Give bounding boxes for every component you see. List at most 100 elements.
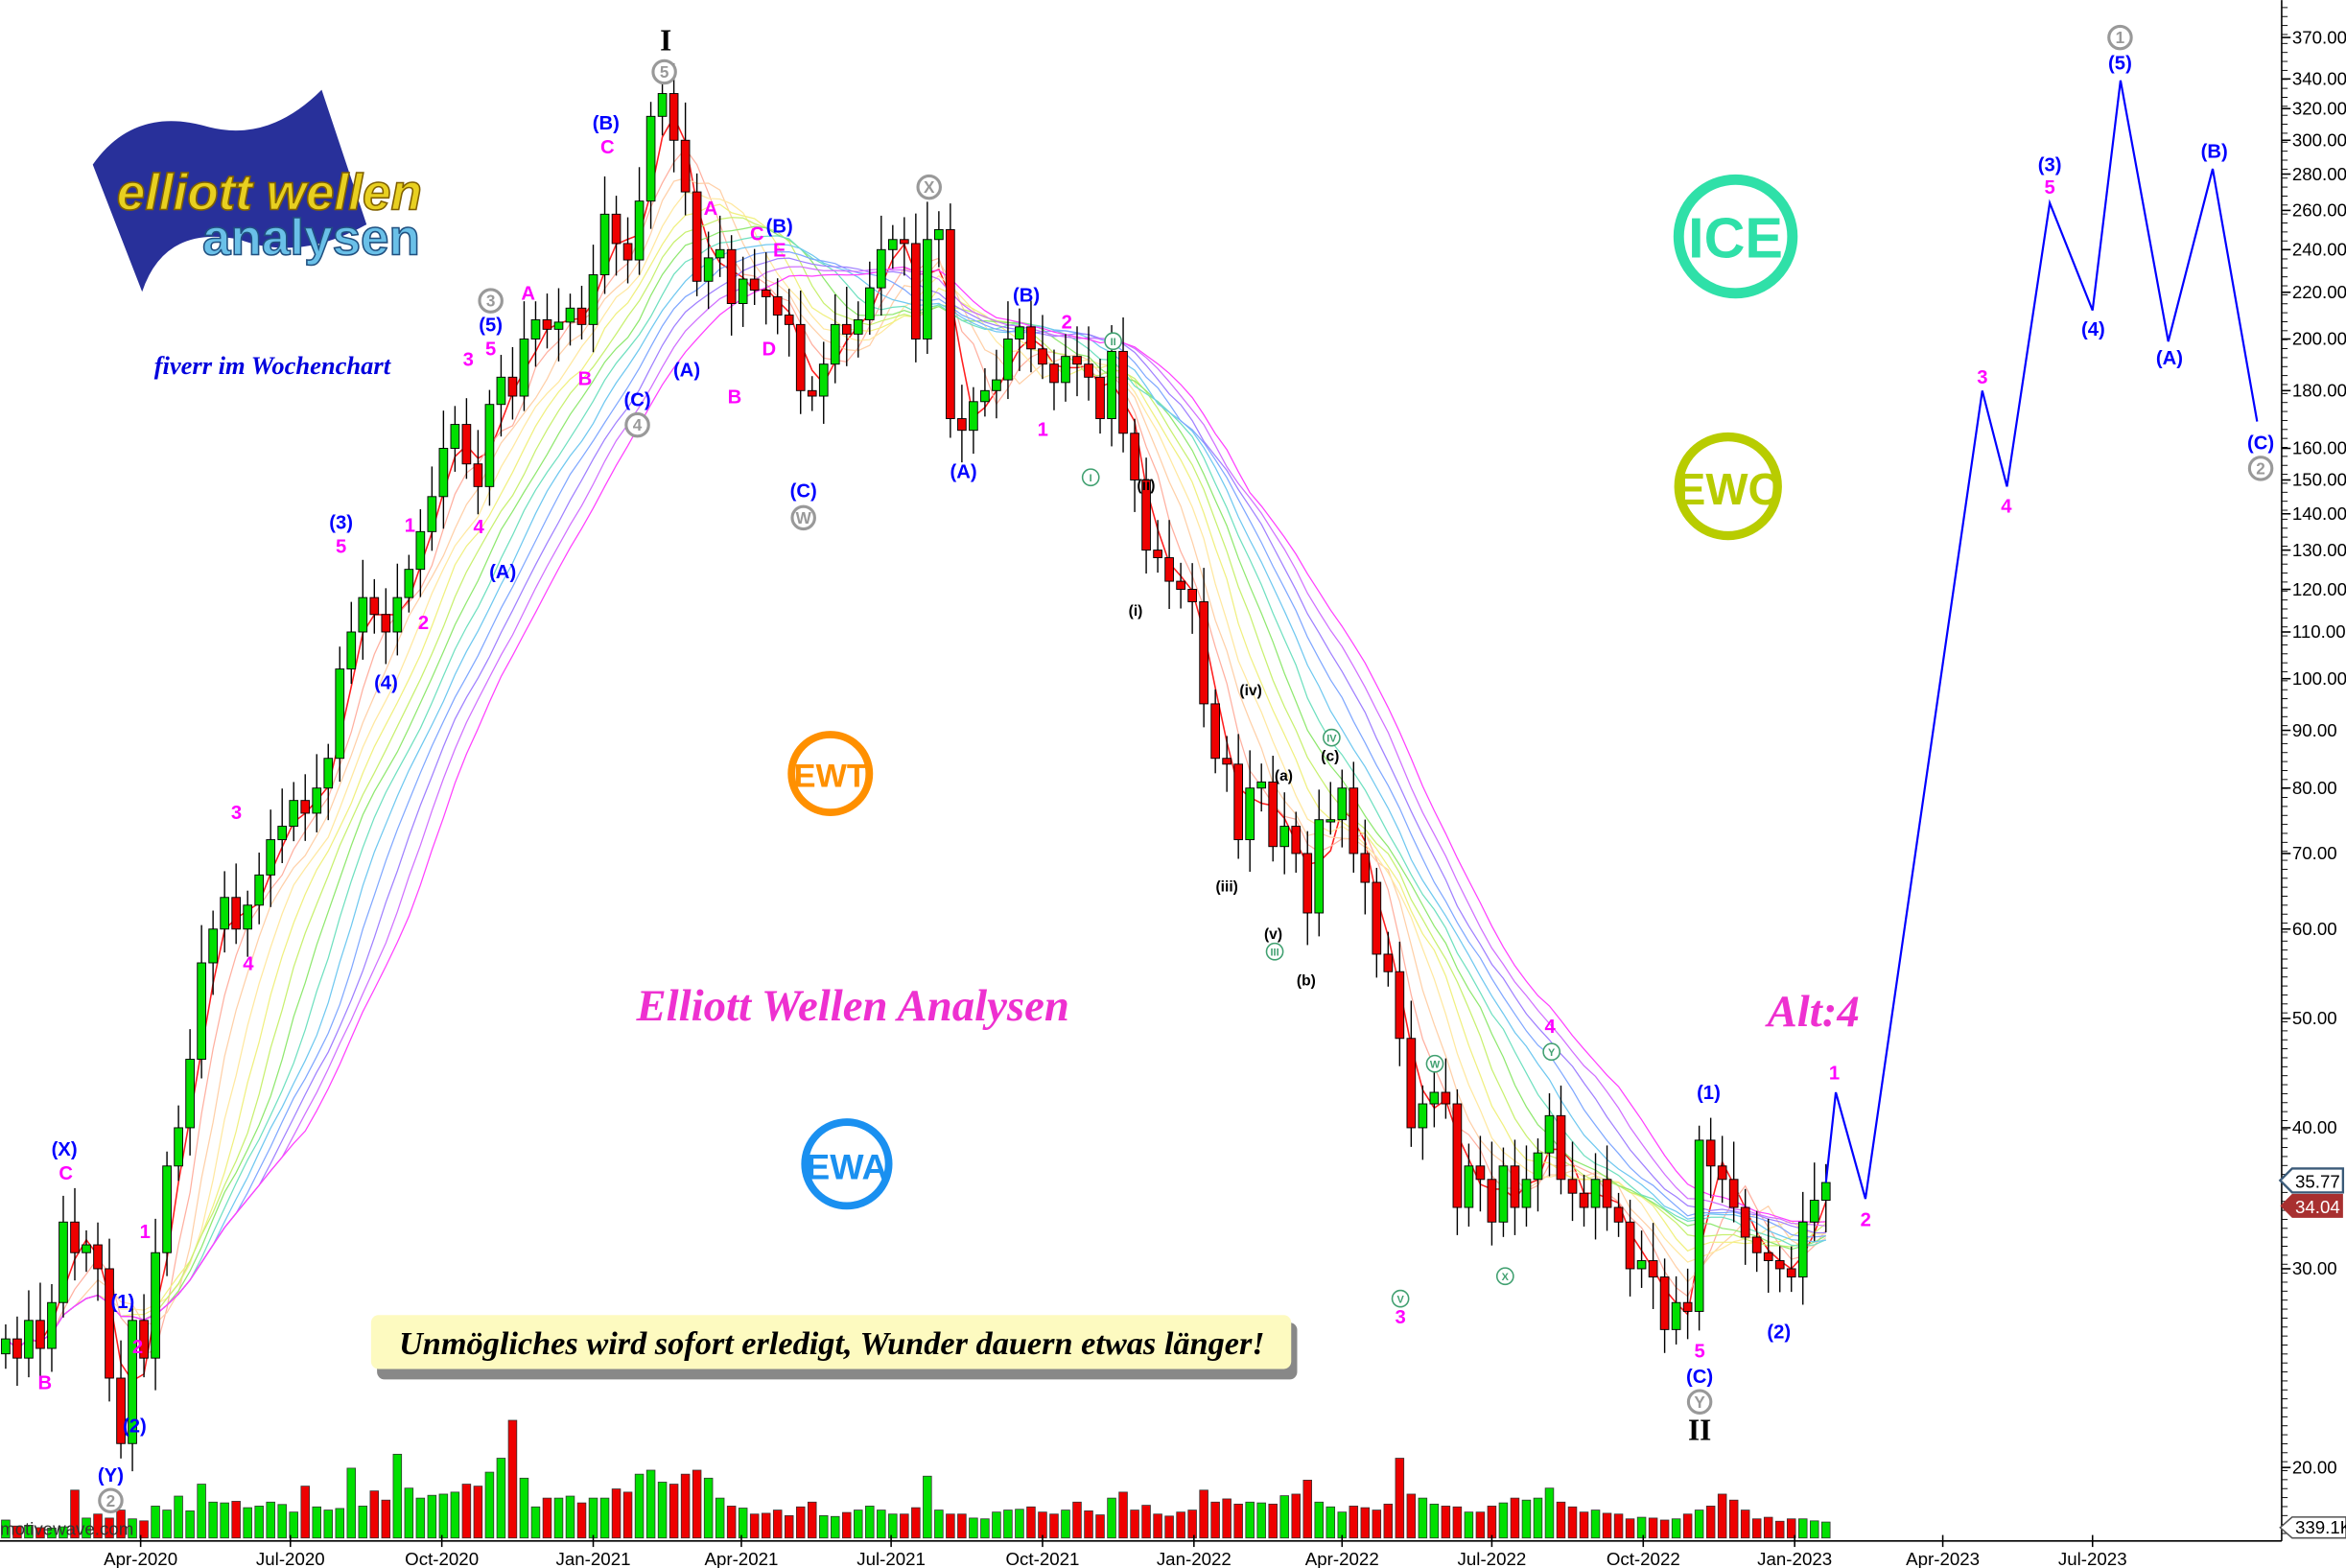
volume-bar: [1084, 1510, 1093, 1539]
candle: [1383, 931, 1394, 987]
candle-body: [254, 874, 265, 906]
wave-circle: [651, 59, 677, 85]
wave-label-text: (i): [1129, 603, 1143, 620]
wave-label: (b): [1297, 973, 1316, 990]
motto-text: Unmögliches wird sofort erledigt, Wunder…: [399, 1325, 1265, 1362]
volume-bar: [1705, 1506, 1716, 1539]
wave-label-text: 2: [418, 613, 429, 634]
volume-bar: [946, 1513, 955, 1539]
time-tick-label: Oct-2020: [405, 1549, 479, 1568]
candle: [946, 203, 955, 438]
volume-bar: [1, 1519, 11, 1539]
candle-body: [1429, 1091, 1440, 1105]
candle: [1579, 1174, 1589, 1227]
candle: [1395, 941, 1405, 1066]
volume-bar: [24, 1525, 34, 1539]
price-axis[interactable]: 370.00 340.00 320.00 300.00 280.00 260.00 240.…: [2281, 7, 2346, 1534]
candle: [807, 376, 817, 411]
candle: [266, 809, 276, 907]
svg-text:EWT: EWT: [794, 759, 867, 795]
ewa-logo: EWA: [801, 1118, 893, 1210]
wave-label: (a): [1275, 768, 1293, 784]
price-tick-label: 140.00: [2292, 503, 2346, 524]
ma-line: [5, 266, 1826, 1349]
candle: [599, 176, 610, 294]
candle: [139, 1294, 149, 1378]
candle-body: [1015, 326, 1024, 339]
wave-label: (B): [766, 217, 793, 238]
wave-label: (2): [1767, 1322, 1791, 1343]
candle: [1038, 315, 1047, 380]
candle-body: [197, 962, 206, 1060]
candle-body: [1026, 326, 1036, 350]
candle: [1590, 1153, 1601, 1240]
volume-bar: [911, 1507, 921, 1539]
candle: [59, 1195, 68, 1318]
wave-label-text: 5: [336, 536, 346, 557]
candle: [404, 554, 414, 613]
volume-bar: [392, 1453, 403, 1539]
wave-label: Y: [1686, 1389, 1713, 1416]
wave-label: (2): [123, 1416, 147, 1438]
candle-body: [1210, 703, 1220, 760]
candle: [496, 355, 506, 437]
volume-bar: [1026, 1506, 1036, 1539]
candle: [1372, 867, 1382, 978]
candle-body: [1061, 356, 1070, 384]
wave-circle: [2247, 456, 2274, 481]
candle-body: [450, 424, 460, 449]
volume-bar: [1751, 1518, 1762, 1539]
candle: [243, 890, 253, 957]
wave-label-text: II: [1111, 337, 1116, 348]
volume-bar: [888, 1513, 898, 1539]
wave-label-text: (2): [1767, 1322, 1791, 1343]
wave-label-text: V: [1396, 1295, 1404, 1306]
candle-body: [899, 239, 909, 245]
candle-body: [277, 826, 288, 841]
wave-label-text: 2: [132, 1337, 143, 1358]
wave-circle: [1322, 728, 1341, 747]
svg-text:35.77: 35.77: [2295, 1172, 2340, 1192]
svg-text:EWC: EWC: [1676, 464, 1780, 514]
volume-bar: [795, 1506, 806, 1539]
candle-body: [1671, 1301, 1681, 1330]
volume-bar: [174, 1495, 183, 1539]
volume-bar: [1797, 1518, 1808, 1539]
candle-body: [312, 787, 322, 814]
volume-bar: [1164, 1515, 1174, 1539]
wave-label-text: (A): [489, 562, 516, 583]
wave-label: Y: [1542, 1042, 1561, 1062]
volume-bar: [1464, 1511, 1474, 1539]
volume-bar: [1556, 1501, 1566, 1539]
time-axis[interactable]: Apr-2020 Jul-2020 Oct-2020 Jan-2021 Apr-2021…: [104, 1534, 2127, 1568]
candle: [692, 173, 702, 296]
wave-label: C: [59, 1163, 73, 1184]
volume-bar: [807, 1501, 817, 1539]
candle: [427, 466, 437, 551]
candle: [1464, 1143, 1474, 1227]
candle-body: [530, 318, 541, 339]
wave-circle: [1081, 468, 1100, 487]
candle: [761, 252, 771, 325]
candle-body: [1325, 819, 1336, 823]
volume-bar: [969, 1517, 978, 1539]
price-tick-label: 160.00: [2292, 438, 2346, 458]
price-tick-label: 30.00: [2292, 1258, 2337, 1278]
logo-line2: analysen: [202, 209, 420, 266]
candle-body: [358, 597, 368, 633]
wave-label-text: (C): [1686, 1367, 1713, 1388]
wave-label-text: 3: [1395, 1307, 1405, 1328]
volume-bar: [657, 1482, 668, 1539]
time-tick-label: Apr-2020: [104, 1549, 177, 1568]
candle: [415, 509, 426, 597]
wave-label-text: 1: [1829, 1063, 1840, 1084]
volume-bar: [346, 1467, 357, 1539]
wave-label-text: B: [728, 386, 742, 408]
wave-label-text: (A): [2156, 348, 2183, 369]
candle: [82, 1229, 91, 1273]
candle: [1176, 562, 1185, 609]
wave-label: 2: [1062, 312, 1072, 333]
volume-bar: [980, 1518, 990, 1539]
candle-body: [599, 213, 610, 275]
